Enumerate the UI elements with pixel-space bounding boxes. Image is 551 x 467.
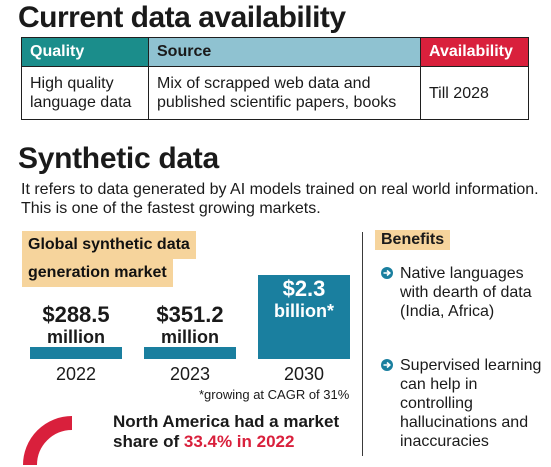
value-amount: $351.2 xyxy=(156,302,224,327)
header-source: Source xyxy=(148,37,421,67)
value-amount: $2.3 xyxy=(282,276,326,301)
table-header-row: Quality Source Availability xyxy=(21,37,529,67)
value-unit: billion* xyxy=(274,301,334,321)
cell-quality: High quality language data xyxy=(21,66,149,120)
arrow-bullet-icon xyxy=(381,359,393,371)
chart-title-line-1: Global synthetic data xyxy=(22,231,196,259)
cell-source: Mix of scrapped web data and published s… xyxy=(148,66,421,120)
benefit-item: Native languages with dearth of data (In… xyxy=(380,264,545,321)
chart-value-label: $2.3 billion* xyxy=(258,276,350,322)
chart-year-label: 2030 xyxy=(283,364,325,384)
north-america-share: North America had a market share of 33.4… xyxy=(113,412,353,452)
benefit-item: Supervised learning can help in controll… xyxy=(380,356,545,451)
arrow-bullet-icon xyxy=(381,267,393,279)
chart-title-line-2: generation market xyxy=(22,259,173,287)
data-availability-table: Quality Source Availability High quality… xyxy=(21,37,529,120)
chart-value-label: $351.2 million xyxy=(144,302,236,348)
chart-bar-2030 xyxy=(258,275,350,359)
table-row: High quality language data Mix of scrapp… xyxy=(21,66,529,120)
cell-availability: Till 2028 xyxy=(420,66,529,120)
value-unit: million xyxy=(47,327,105,347)
na-text: North America had a market share of xyxy=(113,412,340,451)
page-title: Current data availability xyxy=(18,1,346,34)
benefit-text: Native languages with dearth of data (In… xyxy=(400,265,532,320)
header-availability: Availability xyxy=(420,37,529,67)
chart-value-label: $288.5 million xyxy=(30,302,122,348)
value-unit: million xyxy=(161,327,219,347)
chart-bar-2022 xyxy=(30,347,122,359)
market-share-gauge-icon xyxy=(23,416,73,466)
value-amount: $288.5 xyxy=(42,302,110,327)
chart-year-label: 2022 xyxy=(55,364,97,384)
synthetic-description: It refers to data generated by AI models… xyxy=(21,181,539,217)
chart-year-label: 2023 xyxy=(169,364,211,384)
chart-title: Global synthetic data generation market xyxy=(22,231,196,287)
header-quality: Quality xyxy=(21,37,149,67)
chart-note: *growing at CAGR of 31% xyxy=(199,387,350,402)
column-divider xyxy=(362,232,363,456)
section-title-synthetic: Synthetic data xyxy=(18,142,219,175)
na-highlight: 33.4% in 2022 xyxy=(183,432,295,451)
chart-bar-2023 xyxy=(144,347,236,359)
benefit-text: Supervised learning can help in controll… xyxy=(400,357,542,450)
benefits-title: Benefits xyxy=(375,229,451,251)
